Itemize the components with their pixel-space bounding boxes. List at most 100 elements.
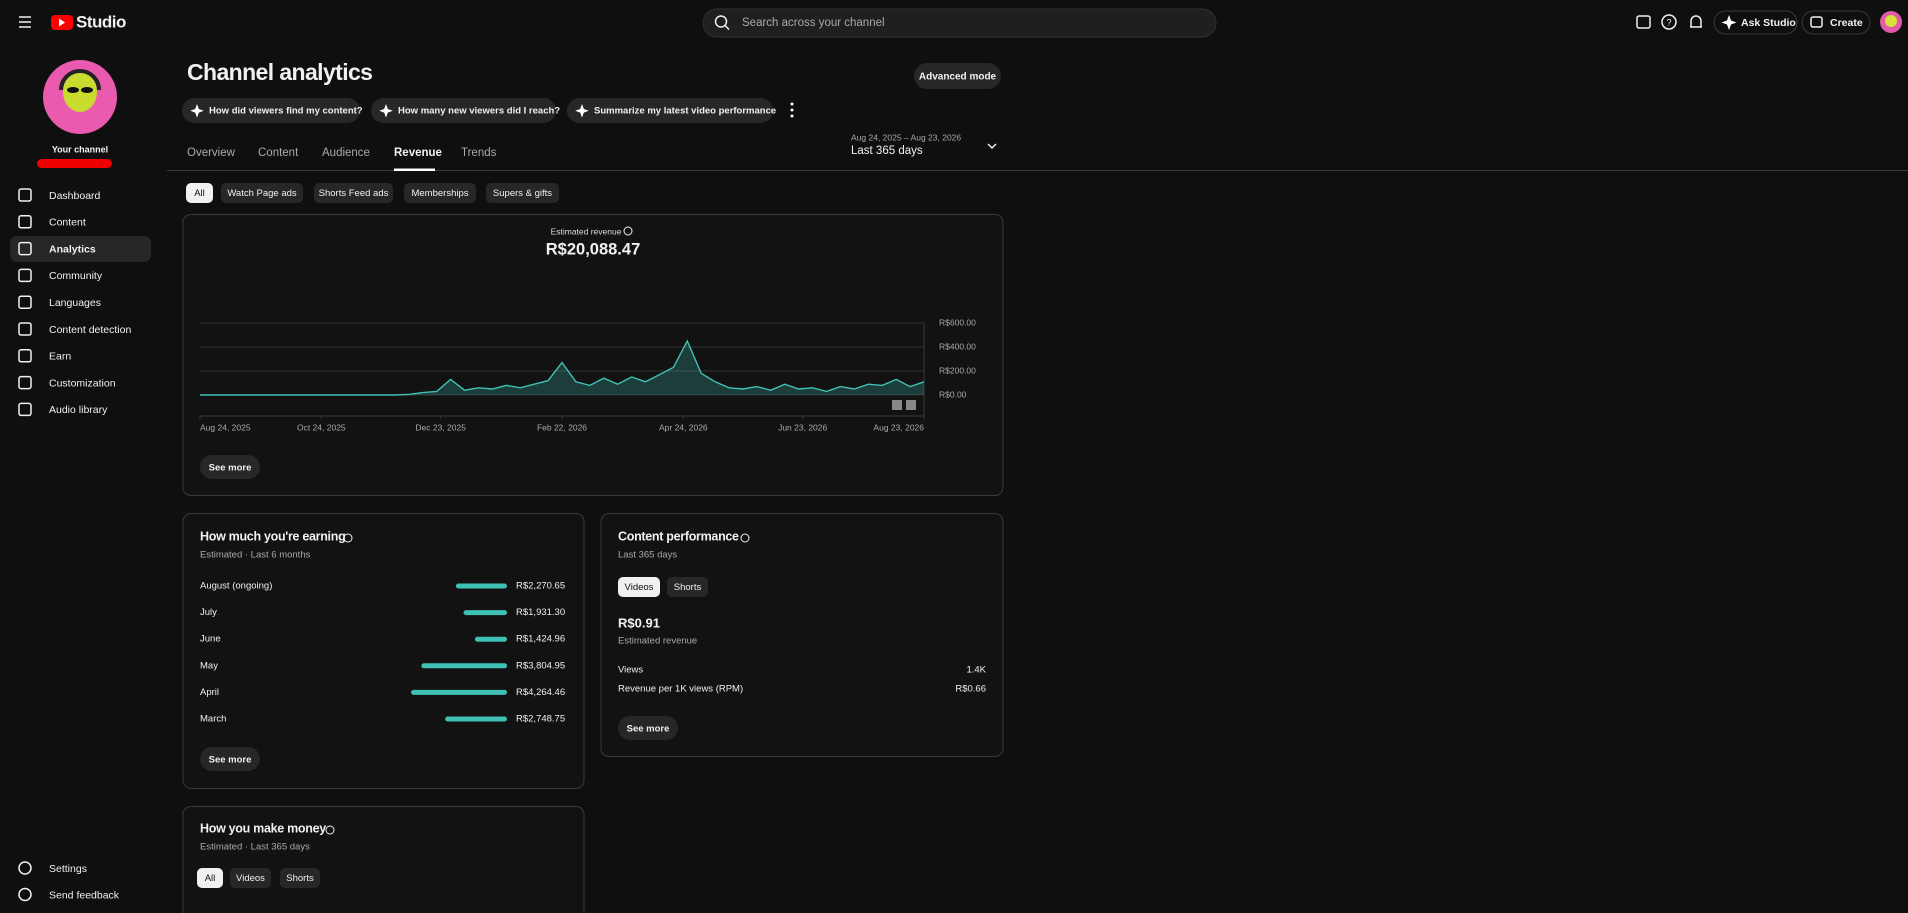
logo[interactable]: Studio bbox=[51, 12, 126, 31]
tab[interactable]: Overview bbox=[187, 147, 236, 159]
card-subtitle: Estimated · Last 6 months bbox=[200, 550, 311, 561]
card-title: How much you're earning bbox=[200, 529, 345, 543]
nav-label: Send feedback bbox=[49, 889, 120, 901]
info-icon bbox=[343, 533, 353, 543]
chip-bg bbox=[314, 183, 393, 203]
x-tick-label: Oct 24, 2025 bbox=[297, 422, 346, 432]
see-more-button[interactable]: See more bbox=[200, 747, 260, 771]
filter-chip[interactable]: Supers & gifts bbox=[486, 183, 559, 203]
nav-item[interactable]: Earn bbox=[18, 349, 71, 363]
suggestion-chip[interactable]: How did viewers find my content? bbox=[182, 98, 363, 123]
chart-control[interactable] bbox=[906, 400, 916, 410]
value-label: R$1,424.96 bbox=[516, 634, 565, 645]
nav-label: Content bbox=[49, 217, 86, 229]
revenue-area bbox=[200, 341, 924, 395]
month-label: August (ongoing) bbox=[200, 581, 272, 592]
nav-icon bbox=[18, 295, 32, 309]
value-label: R$3,804.95 bbox=[516, 660, 565, 671]
nav-icon bbox=[18, 215, 32, 229]
tab-chip[interactable]: All bbox=[197, 868, 223, 888]
channel-avatar[interactable] bbox=[43, 60, 117, 134]
y-tick-label: R$0.00 bbox=[939, 389, 967, 399]
chip-bg bbox=[404, 183, 476, 203]
nav-item[interactable]: Settings bbox=[18, 861, 87, 875]
shorts-tab[interactable]: Shorts bbox=[667, 577, 708, 597]
help-icon[interactable]: ? bbox=[1661, 14, 1677, 30]
suggestion-chip[interactable]: Summarize my latest video performance bbox=[567, 98, 776, 123]
search-placeholder: Search across your channel bbox=[742, 17, 885, 29]
tab-chip[interactable]: Videos bbox=[230, 868, 271, 888]
tab[interactable]: Trends bbox=[461, 147, 497, 159]
advanced-mode-button[interactable]: Advanced mode bbox=[914, 63, 1001, 89]
search-box[interactable]: Search across your channel bbox=[702, 8, 1217, 38]
nav-item[interactable]: Customization bbox=[18, 375, 116, 390]
revenue-card bbox=[182, 214, 1004, 496]
see-more-button[interactable]: See more bbox=[200, 455, 260, 479]
card-title: How you make money bbox=[200, 821, 326, 835]
tab[interactable]: Revenue bbox=[394, 147, 442, 159]
filter-chip[interactable]: Memberships bbox=[404, 183, 476, 203]
videos-tab[interactable]: Videos bbox=[618, 577, 660, 597]
content-performance-card bbox=[600, 513, 1004, 757]
notifications-icon[interactable] bbox=[1690, 15, 1702, 28]
nav-item[interactable]: Dashboard bbox=[18, 188, 101, 202]
card-subtitle: Last 365 days bbox=[618, 550, 677, 561]
filter-chip[interactable]: All bbox=[186, 183, 213, 203]
nav-icon bbox=[18, 268, 32, 283]
more-button[interactable] bbox=[790, 102, 794, 118]
nav-item[interactable]: Content bbox=[18, 215, 86, 229]
ask-studio-button[interactable]: Ask Studio bbox=[1713, 10, 1798, 35]
page-title: Channel analytics bbox=[187, 59, 372, 85]
tab-chip[interactable]: Shorts bbox=[280, 868, 320, 888]
nav-label: Audio library bbox=[49, 404, 108, 416]
row-label: Views bbox=[618, 665, 643, 676]
chip-label: Shorts bbox=[286, 873, 314, 884]
menu-button[interactable] bbox=[19, 16, 31, 28]
bar bbox=[411, 689, 507, 695]
chart-title: Estimated revenue bbox=[551, 226, 622, 236]
nav-item[interactable]: Community bbox=[18, 268, 103, 283]
filter-chip[interactable]: Shorts Feed ads bbox=[314, 183, 393, 203]
nav-item[interactable]: Send feedback bbox=[18, 887, 120, 902]
date-range-label: Last 365 days bbox=[851, 145, 923, 157]
nav-icon bbox=[18, 241, 32, 256]
suggestion-chips: How did viewers find my content? How many… bbox=[182, 98, 776, 123]
x-tick-label: Jun 23, 2026 bbox=[778, 422, 827, 432]
see-more-button[interactable]: See more bbox=[618, 716, 678, 740]
chip-bg bbox=[182, 98, 360, 123]
suggestion-chip[interactable]: How many new viewers did I reach? bbox=[371, 98, 560, 123]
value-label: R$1,931.30 bbox=[516, 607, 565, 618]
spark-icon bbox=[190, 104, 204, 118]
create-button[interactable]: Create bbox=[1801, 10, 1871, 35]
earning-bars: August (ongoing) R$2,270.65 July R$1,931.30… bbox=[200, 581, 565, 725]
account-avatar[interactable] bbox=[1880, 11, 1902, 33]
logo-text: Studio bbox=[76, 12, 126, 31]
nav-icon bbox=[18, 375, 32, 390]
y-tick-label: R$200.00 bbox=[939, 365, 976, 375]
nav-label: Languages bbox=[49, 297, 101, 309]
date-range-dates: Aug 24, 2025 – Aug 23, 2026 bbox=[851, 132, 961, 142]
chip-label: Videos bbox=[236, 873, 265, 884]
chart-total: R$20,088.47 bbox=[546, 240, 641, 258]
nav-label: Analytics bbox=[49, 243, 96, 255]
chart-control[interactable] bbox=[892, 400, 902, 410]
tab[interactable]: Content bbox=[258, 147, 299, 159]
chip-bg bbox=[230, 868, 271, 888]
x-tick-label: Apr 24, 2026 bbox=[659, 422, 708, 432]
nav-label: Customization bbox=[49, 377, 116, 389]
spark-icon bbox=[379, 104, 393, 118]
row-label: Revenue per 1K views (RPM) bbox=[618, 684, 743, 695]
chip-bg bbox=[567, 98, 773, 123]
date-range-picker[interactable]: Aug 24, 2025 – Aug 23, 2026 Last 365 day… bbox=[851, 132, 997, 157]
nav-item[interactable]: Languages bbox=[18, 295, 101, 309]
feedback-icon[interactable] bbox=[1636, 15, 1651, 29]
value-label: R$2,270.65 bbox=[516, 581, 565, 592]
bar bbox=[455, 583, 507, 589]
filter-chip[interactable]: Watch Page ads bbox=[221, 183, 303, 203]
month-label: May bbox=[200, 660, 218, 671]
nav-item[interactable]: Analytics bbox=[18, 241, 96, 256]
month-label: June bbox=[200, 634, 221, 645]
nav-item[interactable]: Content detection bbox=[18, 322, 131, 336]
tab[interactable]: Audience bbox=[322, 147, 370, 159]
nav-item[interactable]: Audio library bbox=[18, 402, 108, 416]
